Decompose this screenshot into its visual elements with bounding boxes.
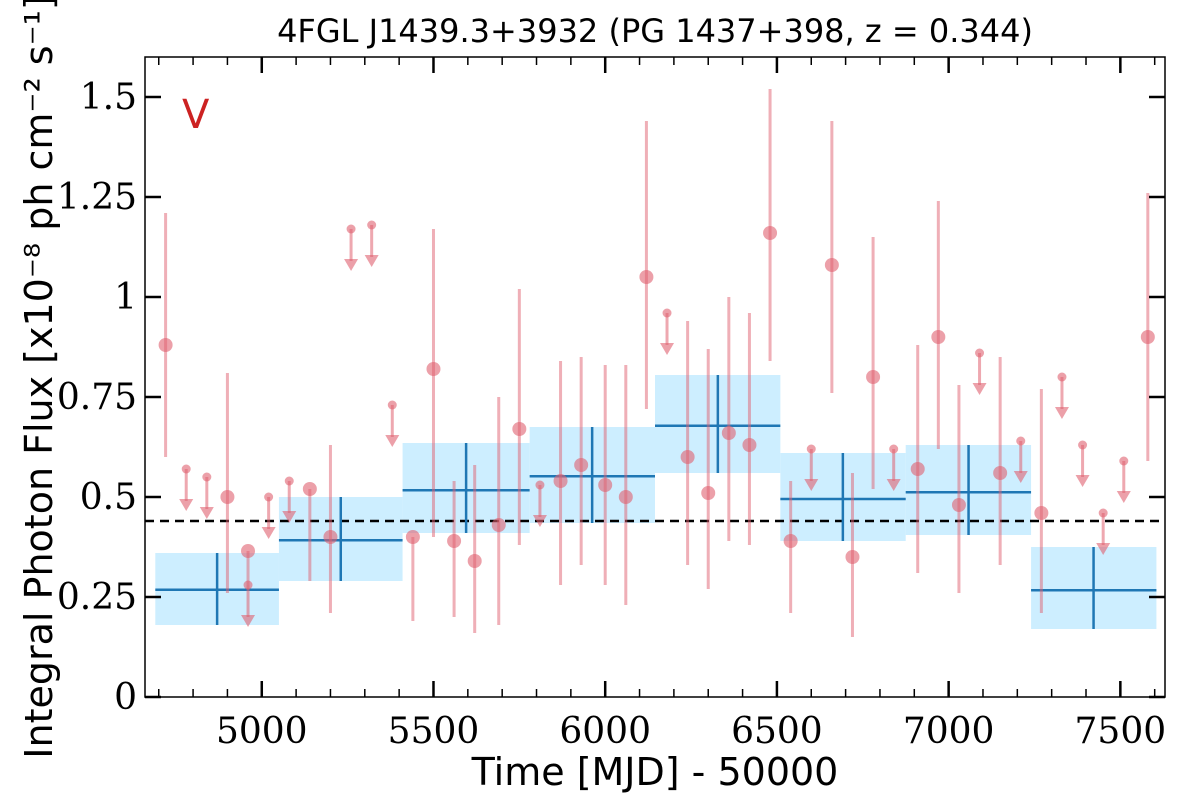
upper-limit-arrowhead <box>1096 543 1111 555</box>
x-tick-label: 7000 <box>903 711 995 752</box>
upper-limit-marker <box>264 492 274 502</box>
upper-limit-marker <box>202 472 212 482</box>
y-tick-label: 1.5 <box>80 77 137 118</box>
detection-point <box>845 550 860 564</box>
detection-point <box>866 370 881 384</box>
detection-point <box>447 534 462 548</box>
upper-limit-marker <box>889 444 899 454</box>
detection-point <box>701 486 716 500</box>
upper-limit-arrowhead <box>532 515 547 527</box>
detection-point <box>467 554 482 568</box>
y-tick-label: 1.25 <box>57 177 137 218</box>
upper-limit-marker <box>1057 372 1067 382</box>
detection-point <box>1034 506 1049 520</box>
detection-point <box>783 534 798 548</box>
x-tick-label: 7500 <box>1075 711 1167 752</box>
y-tick-label: 0.75 <box>57 377 137 418</box>
upper-limit-arrowhead <box>972 383 987 395</box>
upper-limit-marker <box>535 480 545 490</box>
axis-ticks <box>145 57 1165 699</box>
upper-limit-marker <box>806 444 816 454</box>
upper-limits-layer <box>179 220 1131 627</box>
upper-limit-marker <box>1119 456 1129 466</box>
upper-limit-arrowhead <box>660 343 675 355</box>
upper-limit-marker <box>284 476 294 486</box>
panel-label: V <box>182 92 210 138</box>
detection-point <box>241 544 256 558</box>
detection-point <box>512 422 527 436</box>
upper-limit-marker <box>975 348 985 358</box>
detection-point <box>993 466 1008 480</box>
detection-point <box>931 330 946 344</box>
upper-limit-arrowhead <box>1054 407 1069 419</box>
upper-limit-arrowhead <box>886 479 901 491</box>
detection-point <box>639 270 654 284</box>
detection-point <box>824 258 839 272</box>
detection-point <box>763 226 778 240</box>
upper-limit-arrowhead <box>1116 491 1131 503</box>
plot-frame <box>144 56 1166 698</box>
upper-limit-marker <box>1098 508 1108 518</box>
detection-point <box>951 498 966 512</box>
x-tick-label: 5500 <box>388 711 480 752</box>
y-tick-label: 0.5 <box>80 477 137 518</box>
y-axis-label: Integral Photon Flux [x10⁻⁸ ph cm⁻² s⁻¹] <box>17 0 61 759</box>
detection-point <box>618 490 633 504</box>
upper-limit-arrowhead <box>364 255 379 267</box>
detection-point <box>598 478 613 492</box>
bayesian-blocks-layer <box>155 375 1157 629</box>
x-axis-label: Time [MJD] - 50000 <box>471 750 839 794</box>
detection-point <box>220 490 235 504</box>
tick-labels: 5000 5500 6000 6500 7000 7500 0 0.25 0.5 0.75 1 1.2… <box>57 77 1166 752</box>
detection-point <box>574 458 589 472</box>
detections-layer <box>158 89 1155 637</box>
upper-limit-arrowhead <box>344 259 359 271</box>
y-tick-label: 0.25 <box>57 577 137 618</box>
upper-limit-arrowhead <box>261 527 276 539</box>
detection-point <box>491 518 506 532</box>
y-tick-label: 1 <box>114 277 137 318</box>
upper-limit-arrowhead <box>241 615 256 627</box>
upper-limit-marker <box>662 308 672 318</box>
upper-limit-arrowhead <box>804 479 819 491</box>
upper-limit-marker <box>1078 440 1088 450</box>
upper-limit-marker <box>346 224 356 234</box>
upper-limit-arrowhead <box>1013 471 1028 483</box>
detection-point <box>158 338 173 352</box>
upper-limit-arrowhead <box>1075 475 1090 487</box>
bayesian-blocks-crosses <box>155 375 1157 629</box>
y-tick-label: 0 <box>114 677 137 718</box>
detection-point <box>721 426 736 440</box>
upper-limit-marker <box>1016 436 1026 446</box>
x-tick-label: 6500 <box>731 711 823 752</box>
detection-point <box>302 482 317 496</box>
upper-limit-marker <box>387 400 397 410</box>
upper-limit-arrowhead <box>385 435 400 447</box>
detection-point <box>910 462 925 476</box>
upper-limit-marker <box>367 220 377 230</box>
detection-point <box>553 474 568 488</box>
detection-point <box>1140 330 1155 344</box>
upper-limit-marker <box>181 464 191 474</box>
detection-point <box>680 450 695 464</box>
detection-point <box>426 362 441 376</box>
detection-point <box>405 530 420 544</box>
detection-point <box>742 438 757 452</box>
x-tick-label: 6000 <box>559 711 651 752</box>
chart-title: 4FGL J1439.3+3932 (PG 1437+398, z = 0.34… <box>277 12 1033 50</box>
detection-point <box>323 530 338 544</box>
upper-limit-arrowhead <box>282 511 297 523</box>
x-tick-label: 5000 <box>216 711 308 752</box>
upper-limit-arrowhead <box>179 499 194 511</box>
upper-limit-arrowhead <box>199 507 214 519</box>
